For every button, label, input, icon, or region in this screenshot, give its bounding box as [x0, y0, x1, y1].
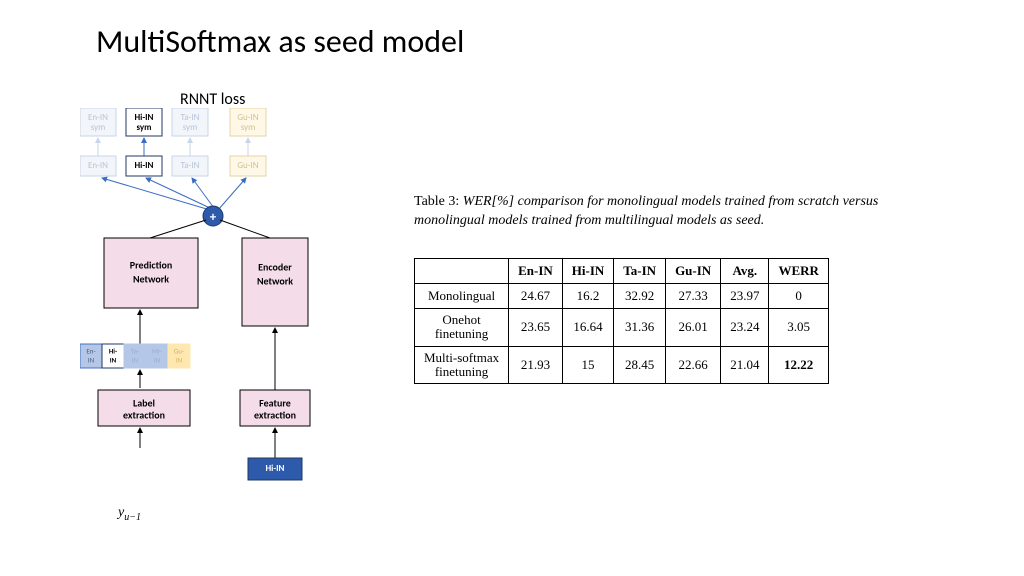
svg-text:Mr-: Mr-	[152, 347, 162, 356]
table-row: Onehotfinetuning 23.65 16.64 31.36 26.01…	[415, 309, 829, 347]
col-werr: WERR	[769, 259, 828, 284]
plus-label: +	[210, 210, 217, 225]
table-row: Multi-softmaxfinetuning 21.93 15 28.45 2…	[415, 346, 829, 384]
lang-row: En-IN Hi-IN Ta-IN Gu-IN	[80, 156, 266, 176]
table-caption: Table 3: WER[%] comparison for monolingu…	[414, 193, 924, 231]
col-gu: Gu-IN	[666, 259, 721, 284]
svg-text:IN: IN	[154, 356, 161, 365]
table-header-row: En-IN Hi-IN Ta-IN Gu-IN Avg. WERR	[415, 259, 829, 284]
wer-table: En-IN Hi-IN Ta-IN Gu-IN Avg. WERR Monoli…	[414, 258, 829, 384]
sym-row: En-IN sym Hi-IN sym Ta-IN sym Gu-IN sym	[80, 108, 266, 136]
svg-text:IN: IN	[132, 356, 139, 365]
col-blank	[415, 259, 509, 284]
prediction-label1: Prediction	[130, 258, 172, 271]
sym-hi-label2: sym	[136, 122, 151, 133]
svg-text:En-: En-	[86, 347, 95, 356]
tag-row: En- IN Hi- IN Ta- IN Mr- IN Gu- IN	[80, 344, 190, 368]
svg-text:Ta-: Ta-	[131, 347, 139, 356]
svg-text:IN: IN	[110, 356, 117, 365]
table-row: Monolingual 24.67 16.2 32.92 27.33 23.97…	[415, 284, 829, 309]
svg-text:Hi-IN: Hi-IN	[266, 463, 285, 474]
svg-text:Gu-: Gu-	[174, 347, 184, 356]
svg-text:IN: IN	[176, 356, 183, 365]
sym-ta-label2: sym	[183, 122, 198, 133]
svg-text:IN: IN	[88, 356, 95, 365]
col-ta: Ta-IN	[614, 259, 666, 284]
svg-text:Hi-: Hi-	[109, 347, 117, 356]
lang-en: En-IN	[88, 160, 108, 171]
y-u-1-label: yu−1	[118, 505, 141, 523]
page-title: MultiSoftmax as seed model	[96, 22, 464, 61]
lang-hi: Hi-IN	[135, 160, 154, 171]
architecture-diagram: En-IN sym Hi-IN sym Ta-IN sym Gu-IN sym …	[80, 108, 360, 523]
svg-text:extraction: extraction	[123, 408, 165, 421]
slide: MultiSoftmax as seed model RNNT loss En-…	[0, 0, 1024, 576]
row-multisoftmax-label: Multi-softmaxfinetuning	[415, 346, 509, 384]
prediction-label2: Network	[133, 272, 169, 285]
encoder-label1: Encoder	[258, 260, 292, 273]
encoder-label2: Network	[257, 274, 293, 287]
rnnt-loss-label: RNNT loss	[180, 90, 245, 109]
row-onehot-label: Onehotfinetuning	[415, 309, 509, 347]
col-en: En-IN	[509, 259, 563, 284]
lang-ta: Ta-IN	[181, 160, 200, 171]
sym-en-label2: sym	[91, 122, 106, 133]
row-mono-label: Monolingual	[415, 284, 509, 309]
sym-gu-label2: sym	[241, 122, 256, 133]
svg-text:extraction: extraction	[254, 408, 296, 421]
col-avg: Avg.	[721, 259, 769, 284]
col-hi: Hi-IN	[562, 259, 614, 284]
lang-gu: Gu-IN	[237, 160, 258, 171]
